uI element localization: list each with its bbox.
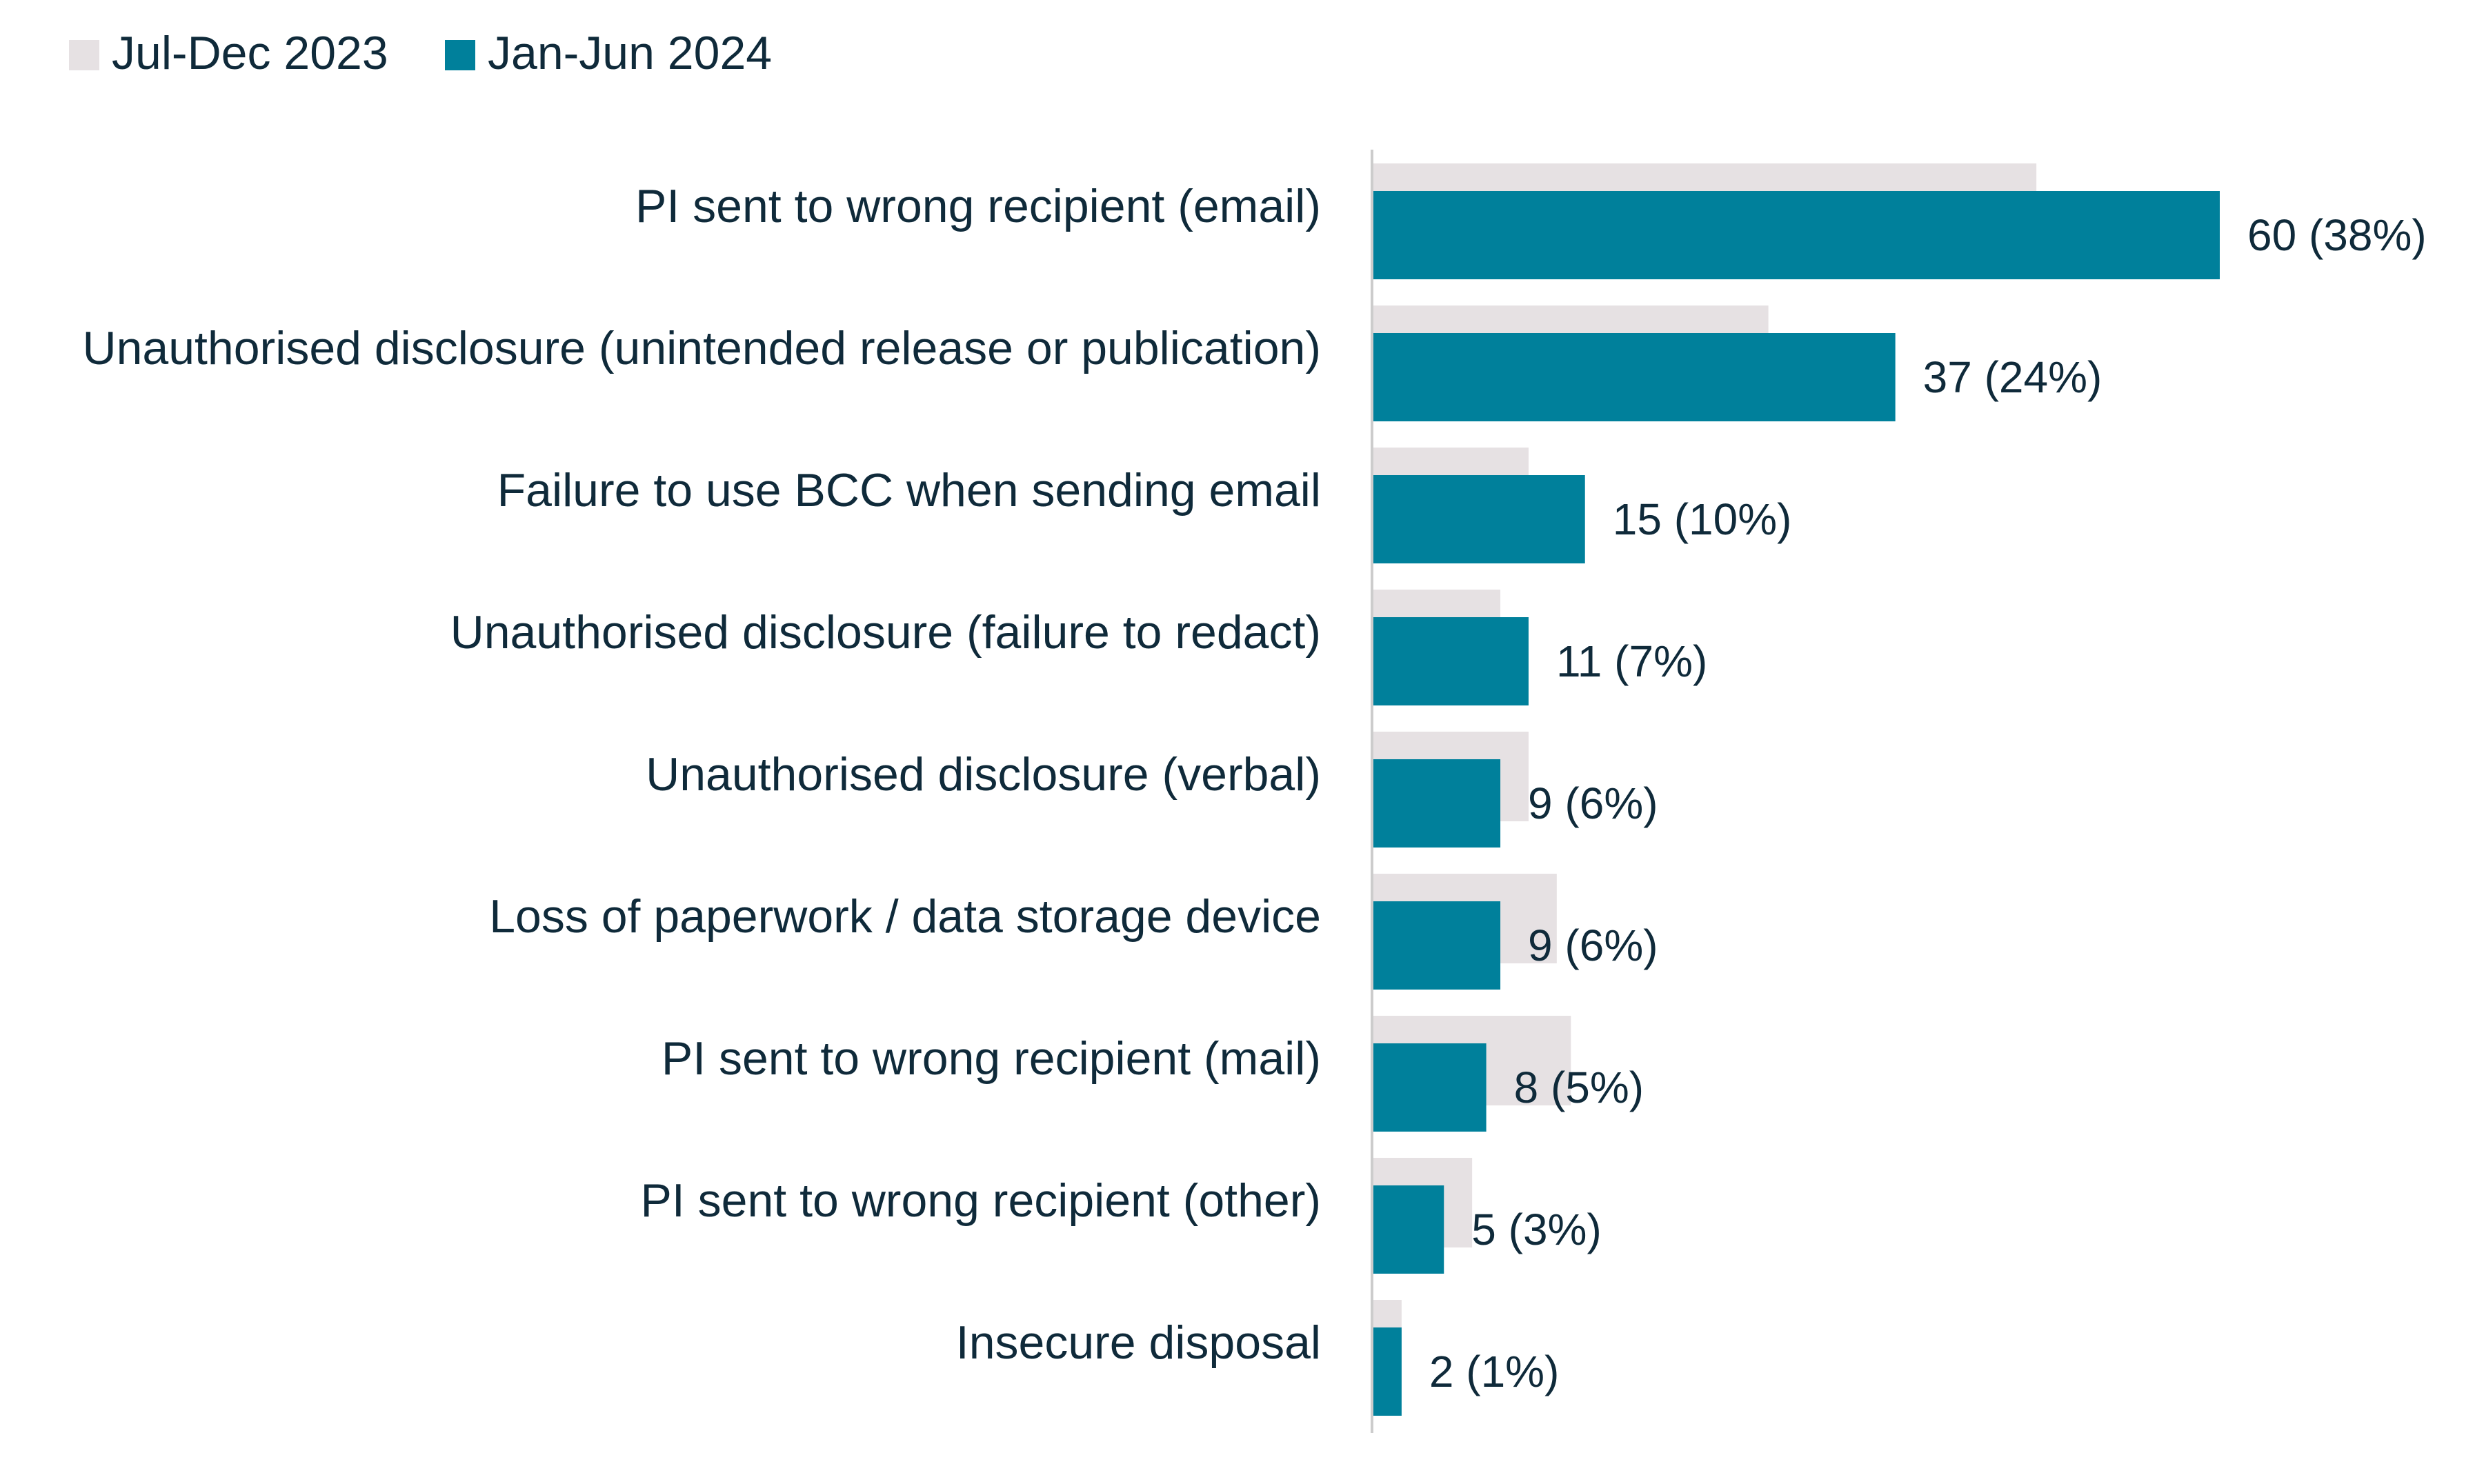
- category-labels: PI sent to wrong recipient (email) Unauth…: [82, 180, 1321, 1369]
- legend: Jul-Dec 2023 Jan-Jun 2024: [69, 27, 772, 79]
- data-label: 5 (3%): [1471, 1205, 1602, 1254]
- legend-label: Jan-Jun 2024: [488, 27, 772, 79]
- value-labels: 60 (38%) 37 (24%) 15 (10%) 11 (7%) 9 (6%) 9 (…: [1429, 210, 2427, 1396]
- data-label: 2 (1%): [1429, 1347, 1560, 1396]
- legend-label: Jul-Dec 2023: [112, 27, 388, 79]
- category-label: Unauthorised disclosure (unintended rele…: [82, 322, 1321, 374]
- data-label: 9 (6%): [1528, 921, 1658, 970]
- bar-jan-jun-2024: [1373, 759, 1501, 848]
- bar-jan-jun-2024: [1373, 333, 1896, 421]
- category-label: Failure to use BCC when sending email: [497, 464, 1321, 517]
- category-label: Insecure disposal: [956, 1316, 1321, 1369]
- bar-jan-jun-2024: [1373, 1185, 1444, 1274]
- data-label: 8 (5%): [1514, 1063, 1644, 1112]
- bar-jan-jun-2024: [1373, 475, 1585, 563]
- data-label: 11 (7%): [1556, 636, 1707, 686]
- category-label: Loss of paperwork / data storage device: [489, 890, 1321, 943]
- category-label: PI sent to wrong recipient (mail): [662, 1032, 1321, 1085]
- data-label: 15 (10%): [1613, 494, 1792, 544]
- data-label: 60 (38%): [2247, 210, 2427, 260]
- data-label: 9 (6%): [1528, 779, 1658, 828]
- bars: [1373, 163, 2220, 1416]
- bar-jan-jun-2024: [1373, 617, 1529, 705]
- legend-swatch: [445, 40, 475, 70]
- bar-jan-jun-2024: [1373, 901, 1501, 990]
- legend-swatch: [69, 40, 99, 70]
- bar-jan-jun-2024: [1373, 1043, 1487, 1132]
- bar-jan-jun-2024: [1373, 191, 2220, 279]
- category-label: PI sent to wrong recipient (email): [635, 180, 1321, 232]
- bar-jan-jun-2024: [1373, 1327, 1402, 1416]
- category-label: Unauthorised disclosure (failure to reda…: [450, 606, 1321, 659]
- data-label: 37 (24%): [1923, 352, 2103, 402]
- category-label: Unauthorised disclosure (verbal): [646, 748, 1321, 801]
- category-label: PI sent to wrong recipient (other): [641, 1174, 1321, 1227]
